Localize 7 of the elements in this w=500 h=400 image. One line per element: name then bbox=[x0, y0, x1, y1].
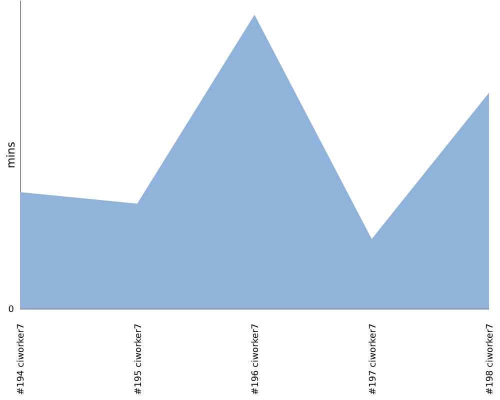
x-tick-label: #194 ciworker7 bbox=[16, 324, 26, 395]
text: 0 bbox=[8, 305, 14, 315]
x-tick-label: #196 ciworker7 bbox=[251, 324, 261, 395]
x-tick-label: #197 ciworker7 bbox=[368, 324, 378, 395]
x-tick-label: #195 ciworker7 bbox=[134, 324, 144, 395]
y-axis-title: mins bbox=[4, 142, 18, 168]
x-tick-label: #198 ciworker7 bbox=[486, 324, 496, 395]
